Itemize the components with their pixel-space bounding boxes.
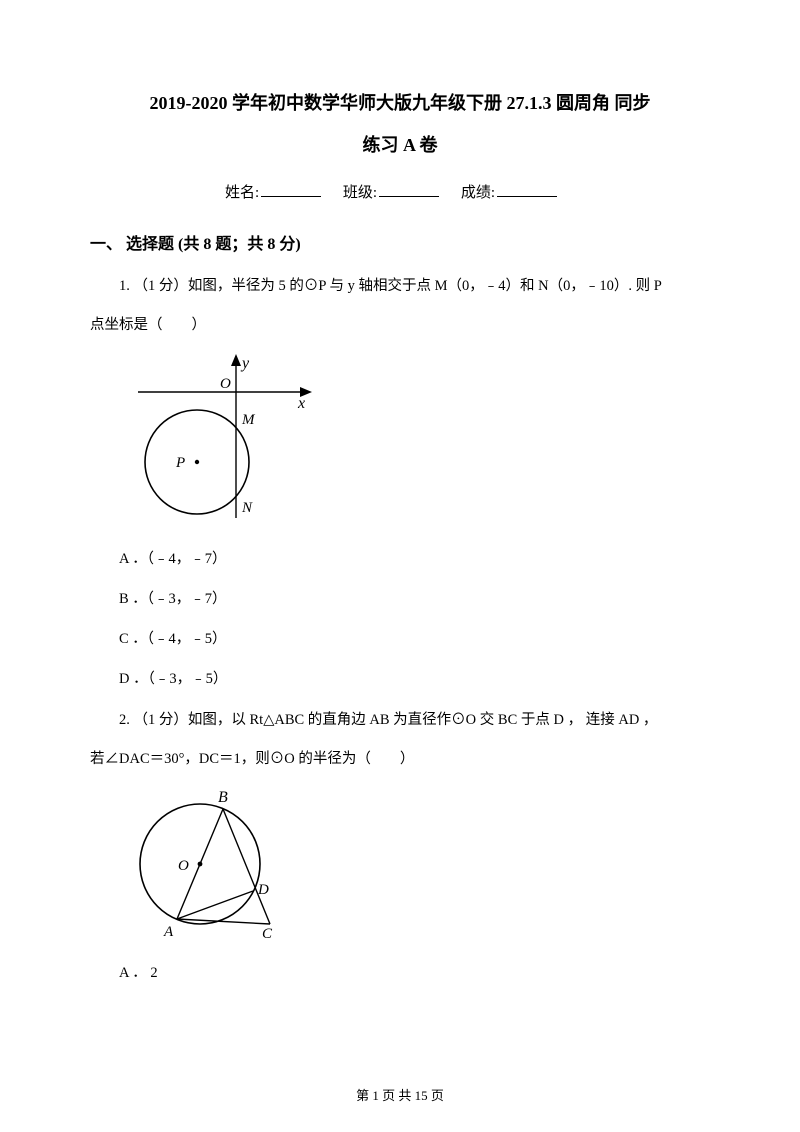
class-label: 班级:	[343, 185, 377, 201]
svg-text:x: x	[297, 395, 305, 412]
svg-text:D: D	[257, 882, 269, 898]
document-title-line2: 练习 A 卷	[90, 131, 710, 157]
score-blank	[497, 183, 557, 197]
q1-option-d: D ．（﹣3，﹣5）	[90, 666, 710, 692]
student-info-row: 姓名: 班级: 成绩:	[90, 181, 710, 202]
svg-text:M: M	[241, 412, 256, 428]
page-footer: 第 1 页 共 15 页	[0, 1085, 800, 1104]
svg-text:P: P	[175, 455, 185, 471]
q2-diagram: B O D A C	[132, 784, 710, 944]
name-label: 姓名:	[225, 185, 259, 201]
score-label: 成绩:	[461, 185, 495, 201]
q1-option-a: A ．（﹣4，﹣7）	[90, 546, 710, 572]
name-blank	[261, 183, 321, 197]
q1-text-line1: 1. （1 分）如图，半径为 5 的⊙P 与 y 轴相交于点 M（0，﹣4）和 …	[90, 272, 710, 301]
svg-text:C: C	[262, 926, 273, 942]
svg-text:A: A	[163, 924, 174, 940]
svg-text:O: O	[178, 858, 189, 874]
q2-text-line2: 若∠DAC＝30°，DC＝1，则⊙O 的半径为（ ）	[90, 745, 710, 774]
q1-option-b: B ．（﹣3，﹣7）	[90, 586, 710, 612]
q1-diagram: y x O M N P	[132, 350, 710, 530]
class-blank	[379, 183, 439, 197]
q2-text-line1: 2. （1 分）如图，以 Rt△ABC 的直角边 AB 为直径作⊙O 交 BC …	[90, 706, 710, 735]
q2-option-a: A ． 2	[90, 960, 710, 986]
svg-text:y: y	[240, 355, 250, 372]
svg-text:N: N	[241, 500, 253, 516]
document-title-line1: 2019-2020 学年初中数学华师大版九年级下册 27.1.3 圆周角 同步	[90, 85, 710, 121]
svg-text:O: O	[220, 376, 231, 392]
q1-option-c: C ．（﹣4，﹣5）	[90, 626, 710, 652]
svg-text:B: B	[218, 789, 228, 806]
section-header: 一、 选择题 (共 8 题；共 8 分)	[90, 230, 710, 254]
q1-text-line2: 点坐标是（ ）	[90, 311, 710, 340]
